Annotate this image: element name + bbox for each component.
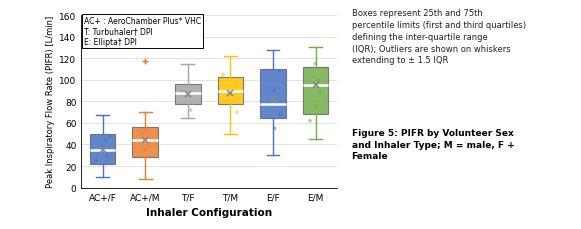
Point [186, 109, 195, 112]
Point [310, 63, 320, 66]
Point [180, 84, 189, 88]
Point [105, 134, 114, 138]
Point [232, 84, 242, 88]
Point [264, 102, 274, 106]
Point [314, 79, 323, 82]
Point [141, 156, 150, 160]
Point [311, 105, 321, 109]
X-axis label: Inhaler Configuration: Inhaler Configuration [146, 207, 272, 217]
Point [269, 89, 278, 93]
Point [270, 127, 279, 131]
Text: Figure 5: PIFR by Volunteer Sex
and Inhaler Type; M = male, F +
Female: Figure 5: PIFR by Volunteer Sex and Inha… [352, 128, 514, 161]
Point [141, 128, 150, 132]
Point [102, 139, 111, 142]
Y-axis label: Peak Inspiratory Flow Rate (PIFR) [L/min]: Peak Inspiratory Flow Rate (PIFR) [L/min… [46, 16, 55, 188]
PathPatch shape [260, 70, 286, 118]
PathPatch shape [303, 68, 328, 115]
Point [218, 73, 228, 77]
Point [181, 95, 191, 98]
Point [275, 70, 284, 74]
Point [232, 111, 241, 114]
Point [306, 119, 315, 123]
PathPatch shape [90, 134, 116, 164]
Point [315, 91, 324, 95]
Point [91, 159, 101, 163]
Point [275, 113, 285, 117]
Text: Boxes represent 25th and 75th
percentile limits (first and third quartiles)
defi: Boxes represent 25th and 75th percentile… [352, 9, 526, 65]
Point [97, 145, 106, 149]
Point [141, 148, 150, 152]
PathPatch shape [132, 128, 158, 158]
PathPatch shape [175, 85, 200, 104]
Point [177, 89, 186, 93]
Point [134, 140, 144, 143]
Point [188, 102, 197, 106]
Text: AC+ : AeroChamber Plus* VHC
T: Turbuhaler† DPI
E: Ellipta† DPI: AC+ : AeroChamber Plus* VHC T: Turbuhale… [84, 17, 201, 46]
Point [225, 91, 234, 95]
Point [102, 154, 112, 157]
Point [221, 100, 231, 104]
PathPatch shape [218, 77, 243, 104]
Point [137, 132, 146, 136]
